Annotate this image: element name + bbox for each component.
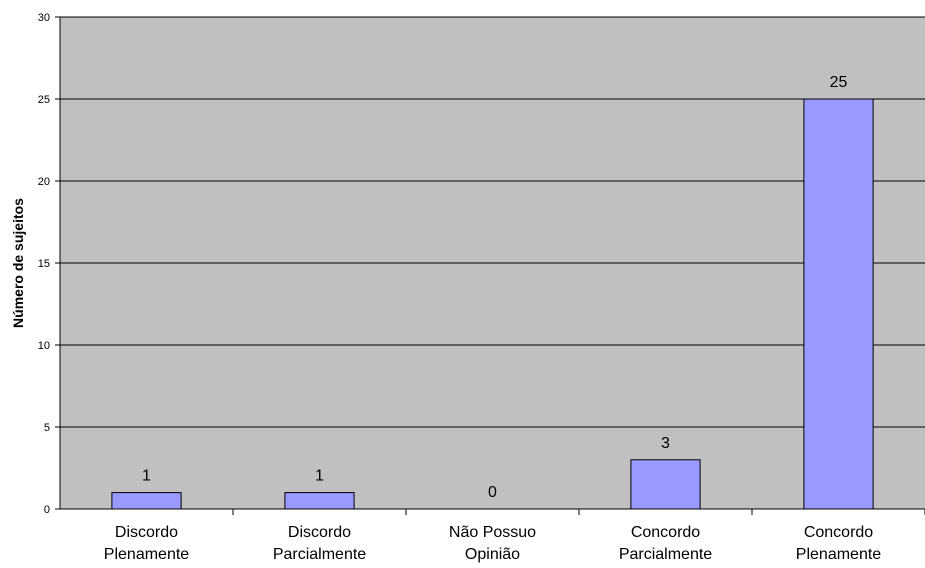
bar bbox=[284, 492, 355, 510]
category-label: Parcialmente bbox=[619, 546, 712, 563]
gridlines bbox=[60, 16, 925, 428]
category-label: Plenamente bbox=[796, 546, 881, 563]
category-label: Plenamente bbox=[104, 546, 189, 563]
data-labels: 1 1 0 3 25 bbox=[142, 74, 847, 501]
category-label: Concordo bbox=[631, 524, 700, 541]
bar bbox=[630, 459, 701, 510]
y-tick-label: 20 bbox=[38, 176, 50, 188]
x-category-labels: Discordo Plenamente Discordo Parcialmente Nã… bbox=[104, 524, 881, 563]
data-label: 1 bbox=[142, 468, 151, 485]
y-tick-label: 10 bbox=[38, 340, 50, 352]
y-tick-label: 5 bbox=[44, 422, 50, 434]
category-label: Opinião bbox=[465, 546, 520, 563]
y-tick-label: 25 bbox=[38, 94, 50, 106]
category-label: Parcialmente bbox=[273, 546, 366, 563]
data-label: 25 bbox=[830, 74, 848, 91]
bars bbox=[111, 98, 874, 510]
category-label: Concordo bbox=[804, 524, 873, 541]
y-tick-label: 15 bbox=[38, 258, 50, 270]
data-label: 3 bbox=[661, 435, 670, 452]
category-label: Discordo bbox=[115, 524, 178, 541]
y-tick-labels: 0 5 10 15 20 25 30 bbox=[38, 12, 50, 516]
bar bbox=[111, 492, 182, 510]
y-tick-label: 0 bbox=[44, 504, 50, 516]
data-label: 1 bbox=[315, 468, 324, 485]
category-label: Discordo bbox=[288, 524, 351, 541]
bar bbox=[803, 98, 874, 510]
axes bbox=[55, 16, 925, 515]
data-label: 0 bbox=[488, 484, 497, 501]
y-axis-title: Número de sujeitos bbox=[10, 198, 26, 328]
y-tick-label: 30 bbox=[38, 12, 50, 24]
category-label: Não Possuo bbox=[449, 524, 536, 541]
